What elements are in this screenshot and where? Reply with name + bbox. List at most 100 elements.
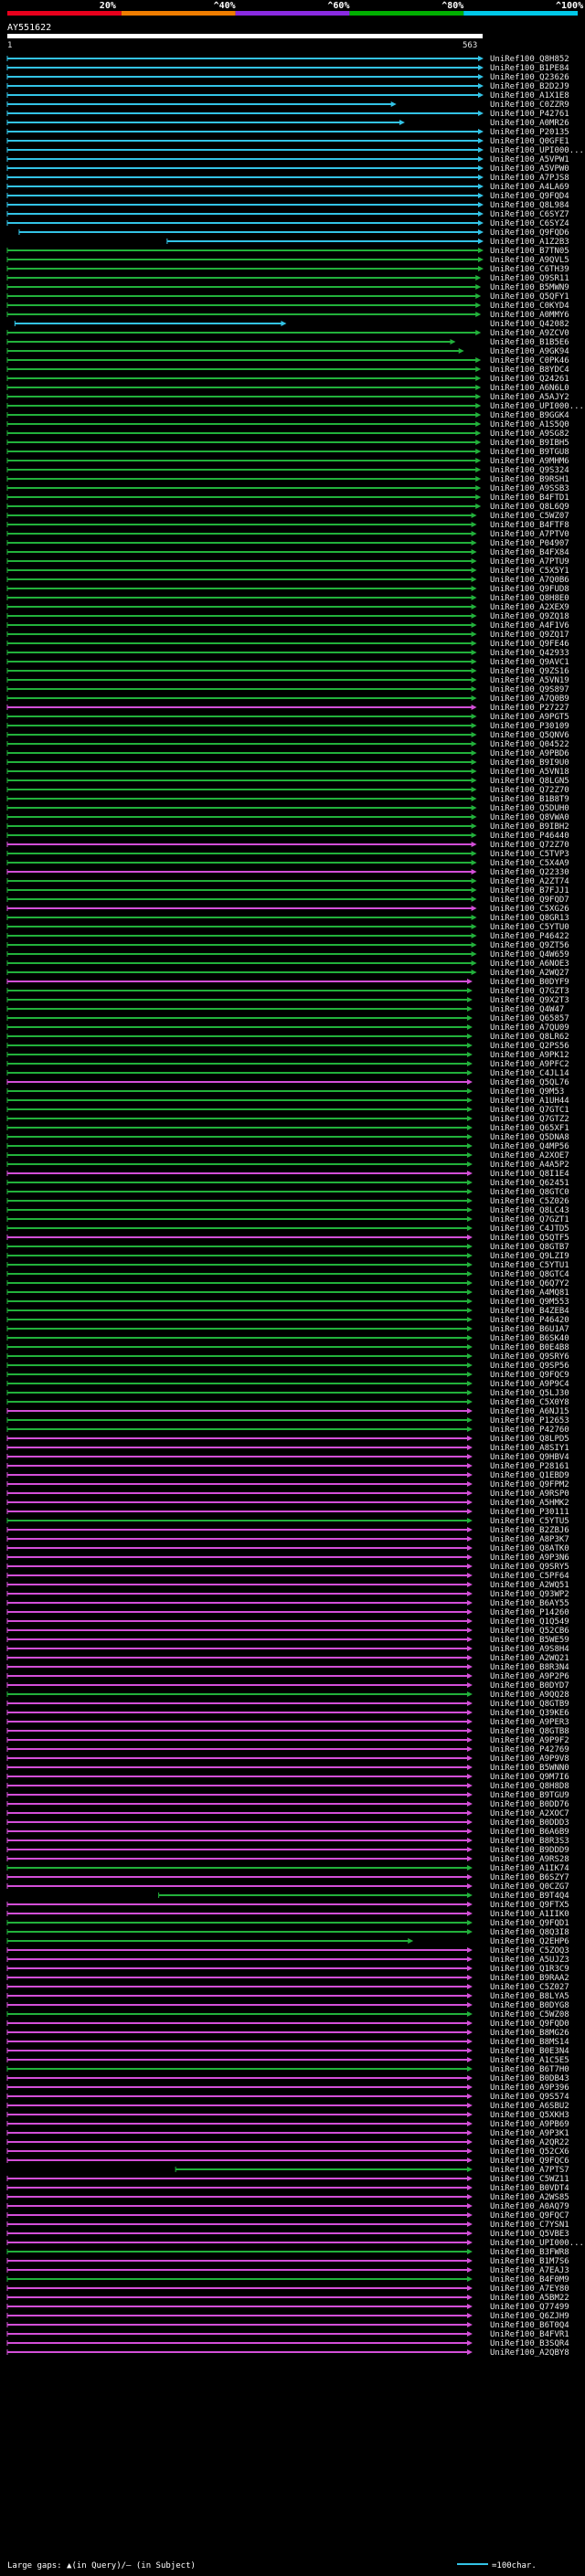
hit-row[interactable]: UniRef100_A9PFC2: [6, 1060, 569, 1069]
hit-id-link[interactable]: UniRef100_A7QU09: [490, 1023, 569, 1033]
hit-id-link[interactable]: UniRef100_Q52CB6: [490, 1627, 569, 1636]
hit-id-link[interactable]: UniRef100_B0VDT4: [490, 2184, 569, 2193]
hit-row[interactable]: UniRef100_A2WQ27: [6, 969, 569, 978]
hit-id-link[interactable]: UniRef100_Q8GTB7: [490, 1243, 569, 1252]
hit-row[interactable]: UniRef100_P12653: [6, 1416, 569, 1426]
hit-id-link[interactable]: UniRef100_Q9SP56: [490, 1362, 569, 1371]
hit-row[interactable]: UniRef100_B0DDD3: [6, 1818, 569, 1828]
hit-id-link[interactable]: UniRef100_Q9SR11: [490, 274, 569, 283]
hit-row[interactable]: UniRef100_P46440: [6, 832, 569, 841]
hit-id-link[interactable]: UniRef100_C7YSN1: [490, 2221, 569, 2230]
hit-id-link[interactable]: UniRef100_B5WNN0: [490, 1764, 569, 1773]
hit-row[interactable]: UniRef100_B1M7S6: [6, 2257, 569, 2266]
hit-id-link[interactable]: UniRef100_B9RSH1: [490, 475, 569, 484]
hit-id-link[interactable]: UniRef100_A9P9V8: [490, 1754, 569, 1764]
hit-row[interactable]: UniRef100_Q9S324: [6, 466, 569, 475]
hit-row[interactable]: UniRef100_A1IIK0: [6, 1910, 569, 1919]
hit-id-link[interactable]: UniRef100_Q4W47: [490, 1005, 564, 1014]
hit-id-link[interactable]: UniRef100_A5UJZ3: [490, 1956, 569, 1965]
hit-id-link[interactable]: UniRef100_A5HMK2: [490, 1499, 569, 1508]
hit-row[interactable]: UniRef100_A2WQ51: [6, 1581, 569, 1590]
hit-row[interactable]: UniRef100_A9RS28: [6, 1855, 569, 1864]
hit-id-link[interactable]: UniRef100_C5ZOQ3: [490, 1946, 569, 1956]
hit-id-link[interactable]: UniRef100_B8MG26: [490, 2029, 569, 2038]
hit-row[interactable]: UniRef100_A9SSB3: [6, 484, 569, 493]
hit-row[interactable]: UniRef100_B1PE84: [6, 64, 569, 73]
hit-row[interactable]: UniRef100_A9PER3: [6, 1718, 569, 1727]
hit-id-link[interactable]: UniRef100_B3FWR8: [490, 2248, 569, 2257]
hit-id-link[interactable]: UniRef100_Q7GZT1: [490, 1215, 569, 1224]
hit-id-link[interactable]: UniRef100_Q9FQD0: [490, 2019, 569, 2029]
hit-row[interactable]: UniRef100_A7EY80: [6, 2284, 569, 2294]
hit-id-link[interactable]: UniRef100_A2XOC7: [490, 1809, 569, 1818]
hit-row[interactable]: UniRef100_Q8H8E0: [6, 594, 569, 603]
hit-row[interactable]: UniRef100_A9ZCV0: [6, 329, 569, 338]
hit-id-link[interactable]: UniRef100_A6NJ15: [490, 1407, 569, 1416]
hit-id-link[interactable]: UniRef100_Q1EBD9: [490, 1471, 569, 1480]
hit-id-link[interactable]: UniRef100_A7Q0B6: [490, 576, 569, 585]
hit-row[interactable]: UniRef100_A7PJS8: [6, 174, 569, 183]
hit-row[interactable]: UniRef100_P20135: [6, 128, 569, 137]
hit-row[interactable]: UniRef100_Q23626: [6, 73, 569, 82]
hit-row[interactable]: UniRef100_B9DDD9: [6, 1846, 569, 1855]
hit-id-link[interactable]: UniRef100_B4FTD1: [490, 493, 569, 503]
hit-row[interactable]: UniRef100_A7PTU9: [6, 557, 569, 567]
hit-row[interactable]: UniRef100_C4JTD5: [6, 1224, 569, 1234]
hit-row[interactable]: UniRef100_A5VPW0: [6, 164, 569, 174]
hit-id-link[interactable]: UniRef100_A7Q0B9: [490, 694, 569, 704]
hit-row[interactable]: UniRef100_Q22330: [6, 868, 569, 877]
hit-row[interactable]: UniRef100_Q9FQC7: [6, 2211, 569, 2221]
hit-row[interactable]: UniRef100_C5WZ07: [6, 512, 569, 521]
hit-row[interactable]: UniRef100_A1X1E8: [6, 91, 569, 101]
hit-row[interactable]: UniRef100_C5X5Y1: [6, 567, 569, 576]
hit-id-link[interactable]: UniRef100_A2XOE7: [490, 1151, 569, 1161]
hit-id-link[interactable]: UniRef100_A2QR22: [490, 2138, 569, 2147]
hit-row[interactable]: UniRef100_C5YTU5: [6, 1517, 569, 1526]
hit-id-link[interactable]: UniRef100_Q9FTX5: [490, 1901, 569, 1910]
hit-id-link[interactable]: UniRef100_Q42933: [490, 649, 569, 658]
hit-id-link[interactable]: UniRef100_A9P2P6: [490, 1672, 569, 1681]
hit-row[interactable]: UniRef100_C6SYZ4: [6, 219, 569, 228]
hit-row[interactable]: UniRef100_C0ZZR9: [6, 101, 569, 110]
hit-id-link[interactable]: UniRef100_P12653: [490, 1416, 569, 1426]
hit-row[interactable]: UniRef100_Q9ZQ17: [6, 631, 569, 640]
hit-id-link[interactable]: UniRef100_A9RS28: [490, 1855, 569, 1864]
hit-id-link[interactable]: UniRef100_C5Z027: [490, 1983, 569, 1992]
hit-row[interactable]: UniRef100_Q8GTB9: [6, 1700, 569, 1709]
hit-id-link[interactable]: UniRef100_Q8LPD5: [490, 1435, 569, 1444]
hit-row[interactable]: UniRef100_Q9ZS16: [6, 667, 569, 676]
hit-row[interactable]: UniRef100_Q9ZT56: [6, 941, 569, 950]
hit-id-link[interactable]: UniRef100_Q22330: [490, 868, 569, 877]
hit-row[interactable]: UniRef100_B8LYA5: [6, 1992, 569, 2001]
hit-row[interactable]: UniRef100_A6SBU2: [6, 2102, 569, 2111]
hit-row[interactable]: UniRef100_Q7GZT1: [6, 1215, 569, 1224]
hit-id-link[interactable]: UniRef100_C6SYZ4: [490, 219, 569, 228]
hit-row[interactable]: UniRef100_A2WS85: [6, 2193, 569, 2202]
hit-row[interactable]: UniRef100_Q9LZI9: [6, 1252, 569, 1261]
hit-id-link[interactable]: UniRef100_A4A5P2: [490, 1161, 569, 1170]
hit-row[interactable]: UniRef100_B3FWR8: [6, 2248, 569, 2257]
hit-id-link[interactable]: UniRef100_Q2EHP6: [490, 1937, 569, 1946]
hit-id-link[interactable]: UniRef100_Q8VWA0: [490, 813, 569, 822]
hit-id-link[interactable]: UniRef100_B6SK40: [490, 1334, 569, 1343]
hit-row[interactable]: UniRef100_B0DD76: [6, 1800, 569, 1809]
hit-id-link[interactable]: UniRef100_A9PGT5: [490, 713, 569, 722]
hit-row[interactable]: UniRef100_P14260: [6, 1608, 569, 1617]
hit-id-link[interactable]: UniRef100_A7EAJ3: [490, 2266, 569, 2275]
hit-row[interactable]: UniRef100_Q9FQD6: [18, 228, 569, 238]
hit-id-link[interactable]: UniRef100_Q7GTZ2: [490, 1115, 569, 1124]
hit-row[interactable]: UniRef100_A7QU09: [6, 1023, 569, 1033]
hit-row[interactable]: UniRef100_B9TGU8: [6, 448, 569, 457]
hit-id-link[interactable]: UniRef100_A9S8H4: [490, 1645, 569, 1654]
hit-row[interactable]: UniRef100_A2QR22: [6, 2138, 569, 2147]
hit-id-link[interactable]: UniRef100_UPI000...: [490, 2239, 584, 2248]
hit-id-link[interactable]: UniRef100_Q4MP56: [490, 1142, 569, 1151]
hit-id-link[interactable]: UniRef100_Q5QTF5: [490, 1234, 569, 1243]
hit-row[interactable]: UniRef100_Q8L984: [6, 201, 569, 210]
hit-id-link[interactable]: UniRef100_Q5XKH3: [490, 2111, 569, 2120]
hit-id-link[interactable]: UniRef100_Q9FQD7: [490, 896, 569, 905]
hit-id-link[interactable]: UniRef100_Q24261: [490, 375, 569, 384]
hit-id-link[interactable]: UniRef100_A7PTV0: [490, 530, 569, 539]
hit-id-link[interactable]: UniRef100_B8R3S3: [490, 1837, 569, 1846]
hit-id-link[interactable]: UniRef100_Q5QNV6: [490, 731, 569, 740]
